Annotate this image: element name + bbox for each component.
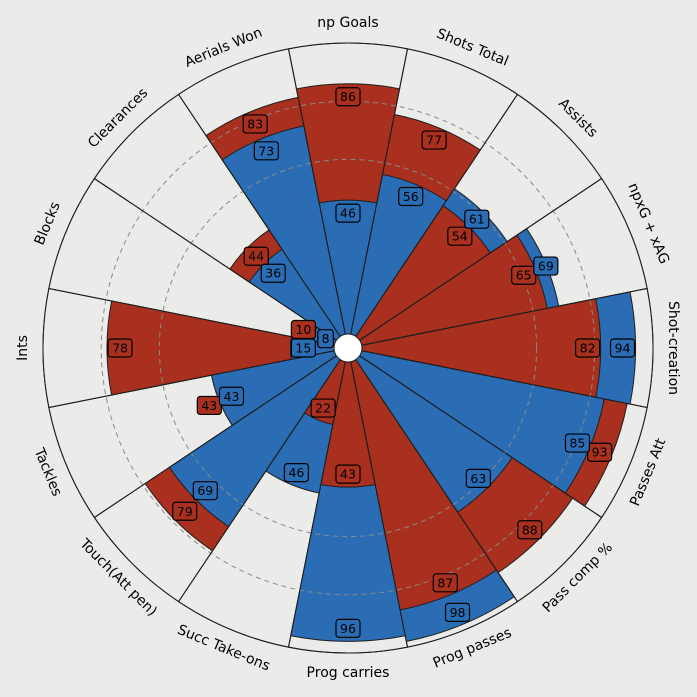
series-b-value-label-box	[283, 462, 309, 483]
slice-separator	[94, 178, 337, 341]
series-a-value-label: 54	[452, 229, 468, 244]
series-a-value-label: 77	[426, 133, 442, 148]
slice-separator	[359, 178, 602, 341]
series-b-value-label-box	[253, 141, 279, 161]
series-b-value-label: 69	[197, 483, 213, 498]
series-a-value-label-box	[575, 338, 601, 358]
series-b-value-label: 56	[403, 189, 419, 204]
series-b-value-label-box	[464, 209, 490, 229]
series-b-value-label: 96	[340, 621, 356, 636]
series-a-value-label-box	[290, 319, 316, 340]
series-b-value-label-box	[317, 329, 334, 349]
series-b-value-label-box	[398, 186, 424, 207]
series-a-value-label: 65	[516, 268, 532, 283]
series-b-value-label: 73	[258, 143, 274, 158]
series-b-value-label: 46	[288, 465, 304, 480]
slice-separator	[355, 94, 518, 337]
series-a-value-label-box	[517, 520, 543, 540]
slice-separator	[359, 355, 602, 518]
series-b-value-label-box	[444, 602, 471, 622]
series-a-value-label-box	[242, 114, 268, 134]
slice-separator	[288, 361, 346, 648]
series-b-value-label: 8	[322, 331, 330, 346]
series-a-value-label: 86	[340, 89, 356, 104]
series-a-value-label-box	[421, 130, 447, 150]
series-a-value-label-box	[447, 226, 473, 246]
series-b-value-label-box	[465, 468, 491, 488]
series-b-value-label: 94	[615, 341, 631, 356]
series-a-value-label: 88	[522, 522, 538, 537]
center-hub	[333, 333, 363, 363]
slice-separator	[48, 350, 335, 408]
slice-separator	[355, 359, 518, 602]
slice-separator	[361, 288, 648, 346]
series-b-value-label: 98	[450, 605, 466, 620]
series-a-value-label-box	[335, 464, 361, 484]
series-b-value-label: 43	[224, 389, 240, 404]
series-b-value-label: 69	[538, 259, 554, 274]
param-label: Shot-creation	[665, 301, 681, 395]
series-b-value-label: 46	[340, 206, 356, 221]
series-b-value-label-box	[564, 433, 591, 453]
series-a-value-label-box	[432, 573, 458, 593]
slice-separator	[350, 361, 408, 648]
series-a-value-label: 78	[112, 341, 128, 356]
series-a-value-label: 10	[295, 322, 311, 337]
series-a-value-label-box	[172, 501, 198, 521]
outer-ring	[42, 42, 654, 654]
param-label: np Goals	[317, 15, 378, 31]
gridline	[158, 158, 538, 538]
series-a-value-label-box	[107, 338, 133, 358]
series-b-value-label: 85	[569, 436, 585, 451]
series-a-value-label: 43	[340, 467, 356, 482]
series-b-value-label-box	[192, 481, 218, 501]
slice-separator	[94, 355, 337, 518]
series-b-value-label-box	[609, 338, 636, 358]
series-b-value-label-box	[260, 263, 286, 283]
series-a-value-label: 22	[315, 401, 331, 416]
series-a-value-label: 43	[201, 398, 217, 413]
series-a-value-label: 87	[437, 575, 453, 590]
series-b-value-label: 61	[469, 212, 485, 227]
series-b-value-label: 15	[295, 341, 311, 356]
param-label: Prog carries	[307, 665, 390, 681]
slice-separator	[288, 48, 346, 335]
series-a-value-label: 82	[580, 341, 596, 356]
series-b-value-label-box	[218, 386, 245, 406]
series-a-value-label-box	[335, 87, 361, 107]
param-label: Blocks	[32, 200, 64, 248]
series-b-value-label: 36	[265, 266, 281, 281]
slice-separator	[350, 48, 408, 335]
slice-separator	[48, 288, 335, 346]
series-a-value-label: 93	[592, 445, 608, 460]
series-a-value-label: 79	[177, 504, 193, 519]
series-a-value-label-box	[243, 246, 269, 266]
series-a-value-label: 83	[247, 116, 263, 131]
series-b-value-label-box	[335, 203, 361, 223]
series-a-value-label-box	[310, 398, 336, 418]
param-label: Ints	[15, 335, 31, 361]
series-a-value-label: 44	[248, 249, 264, 264]
series-b-value-label-box	[533, 256, 559, 276]
series-b-value-label: 63	[470, 471, 486, 486]
series-b-value-label-box	[335, 618, 361, 638]
param-label: Tackles	[30, 445, 64, 499]
slice-separator	[178, 94, 341, 337]
slice-separator	[361, 350, 648, 408]
